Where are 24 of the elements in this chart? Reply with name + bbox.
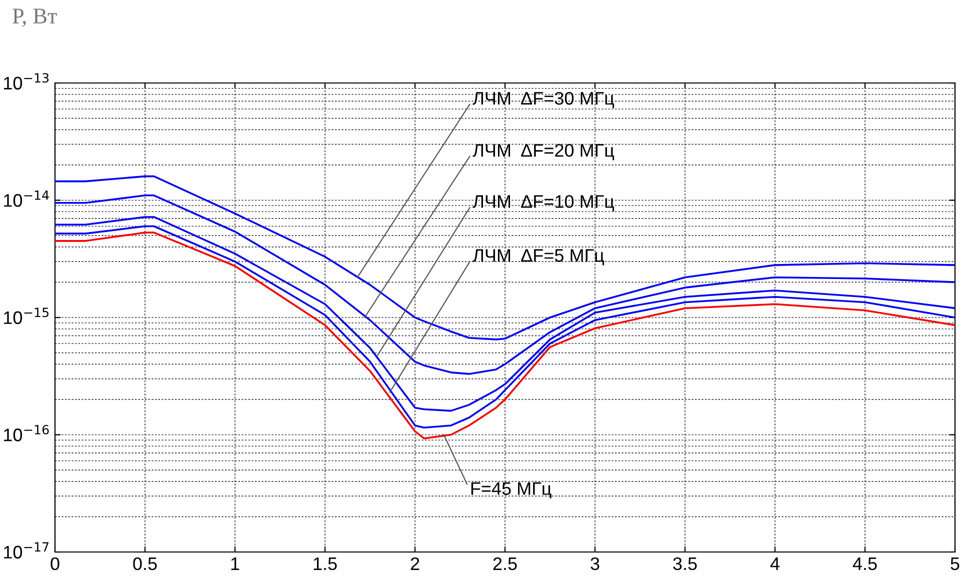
y-tick-label: 10$^{−15}$ [4, 308, 48, 324]
x-tick-label: 2 [410, 557, 420, 570]
x-tick-label: 1 [231, 558, 240, 570]
line-series [55, 194, 955, 375]
x-tick-label: 1.5 [314, 558, 337, 570]
annotation: ЛЧМ ΔF=5 МГц [472, 249, 604, 266]
x-tick-label: 2.5 [493, 557, 517, 570]
x-tick-label: 4 [770, 558, 780, 570]
x-tick-label: 3 [590, 557, 600, 570]
annotation: ЛЧМ ΔF=20 МГц [472, 144, 614, 160]
line-series [55, 175, 955, 340]
y-tick-label: 10$^{−17}$ [4, 542, 48, 559]
x-tick-label: 4.5 [852, 558, 877, 570]
x-tick-label: 5 [950, 558, 960, 570]
annotation: ЛЧМ ΔF=10 МГц [472, 195, 614, 212]
x-tick-label: 0 [50, 557, 60, 570]
annotation: ЛЧМ ΔF=30 МГц [472, 92, 614, 108]
y-tick-label: 10$^{−14}$ [4, 190, 49, 207]
y-tick-label: 10$^{−13}$ [4, 73, 49, 90]
x-tick-label: 3.5 [673, 557, 697, 570]
y-tick-label: 10$^{−16}$ [4, 424, 49, 442]
y-axis-title: Р, Вт [12, 8, 57, 27]
annotation: F=45 МГц [471, 482, 552, 498]
x-tick-label: 0.5 [133, 557, 157, 570]
